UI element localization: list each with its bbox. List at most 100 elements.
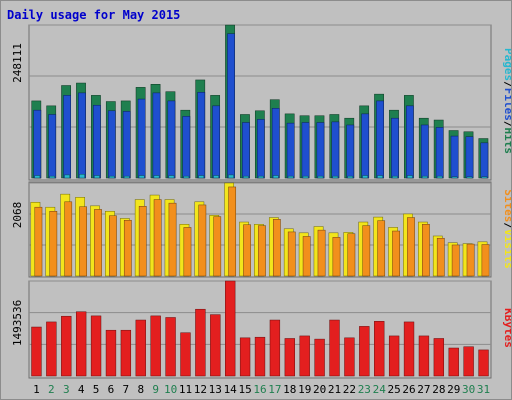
files-bar	[286, 122, 295, 179]
x-tick-label: 18	[283, 383, 296, 396]
sites-bar	[287, 231, 296, 277]
sites-bar	[466, 243, 475, 277]
kbytes-bar	[314, 338, 325, 377]
y-axis-max-labels: 248111 2068 1493536	[11, 43, 24, 346]
sites-bar	[362, 225, 371, 277]
files-bar	[242, 122, 250, 179]
kbytes-bar	[299, 335, 310, 377]
x-tick-label: 28	[432, 383, 445, 396]
x-tick-label: 19	[298, 383, 311, 396]
legend-0: Pages/Files/Hits	[502, 48, 511, 154]
x-tick-label: 20	[313, 383, 326, 396]
chart-title: Daily usage for May 2015	[7, 8, 180, 22]
files-bar	[406, 105, 414, 179]
pages-bar	[123, 175, 130, 179]
kbytes-bar	[135, 319, 146, 377]
sites-bar	[258, 225, 266, 277]
sites-bar	[109, 215, 117, 277]
x-tick-label: 2	[48, 383, 55, 396]
kbytes-bar	[344, 337, 355, 377]
files-bar	[271, 108, 280, 179]
x-tick-label: 3	[63, 383, 70, 396]
sites-bar	[347, 233, 356, 277]
x-tick-label: 7	[123, 383, 130, 396]
files-bar	[346, 124, 355, 179]
kbytes-bar	[210, 314, 221, 377]
x-tick-label: 23	[358, 383, 371, 396]
sites-bar	[34, 206, 43, 277]
pages-bar	[183, 175, 190, 179]
legend-item: KBytes	[502, 308, 511, 348]
x-tick-label: 25	[388, 383, 401, 396]
pages-bar	[198, 175, 205, 179]
sites-bar	[64, 201, 73, 277]
sites-bar	[168, 202, 177, 277]
x-tick-label: 26	[402, 383, 415, 396]
files-bar	[361, 113, 370, 179]
files-bar	[107, 110, 116, 179]
y-max-label: 2068	[11, 202, 24, 229]
x-tick-label: 16	[253, 383, 266, 396]
files-bar	[420, 124, 429, 179]
pages-bar	[168, 175, 175, 179]
pages-bar	[79, 174, 85, 179]
sites-bar	[317, 229, 326, 277]
pages-bar	[49, 175, 56, 179]
x-tick-label: 8	[137, 383, 144, 396]
sites-bar	[451, 244, 460, 277]
pages-bar	[392, 175, 398, 179]
pages-bar	[94, 175, 100, 179]
x-tick-label: 24	[373, 383, 387, 396]
kbytes-bar	[463, 346, 474, 377]
legend-item: /	[502, 81, 511, 88]
x-tick-label: 4	[78, 383, 85, 396]
sites-bar	[422, 224, 430, 277]
kbytes-bar	[105, 329, 117, 377]
files-bar	[33, 109, 42, 179]
files-bar	[227, 33, 235, 179]
kbytes-bar	[239, 337, 251, 377]
files-bar	[256, 119, 265, 179]
files-bar	[301, 122, 310, 179]
y-max-label: 248111	[11, 43, 24, 83]
kbytes-bar	[374, 321, 385, 377]
pages-bar	[228, 174, 234, 179]
kbytes-bar	[418, 335, 430, 377]
sites-bar	[392, 230, 400, 277]
legend-item: Visits	[502, 229, 511, 269]
sites-bar	[198, 204, 207, 277]
files-bar	[376, 100, 384, 179]
pages-bar	[421, 175, 428, 179]
pages-bar	[481, 176, 488, 179]
files-bar	[63, 95, 71, 179]
pages-bar	[407, 175, 413, 179]
sites-bar	[407, 217, 415, 277]
pages-bar	[362, 175, 369, 179]
pages-bar	[213, 175, 220, 179]
x-tick-label: 14	[224, 383, 238, 396]
files-bar	[93, 104, 101, 179]
kbytes-bar	[269, 319, 281, 377]
files-bar	[152, 92, 161, 179]
pages-bar	[347, 175, 354, 179]
sites-bar	[243, 224, 251, 277]
kbytes-bar	[90, 315, 102, 377]
files-bar	[391, 117, 399, 179]
x-tick-label: 1	[33, 383, 40, 396]
kbytes-bar	[403, 321, 415, 377]
files-bar	[331, 121, 340, 179]
x-tick-label: 17	[268, 383, 281, 396]
files-bar	[197, 92, 206, 179]
x-tick-label: 21	[328, 383, 341, 396]
sites-bar	[123, 219, 132, 277]
x-tick-label: 13	[209, 383, 222, 396]
sites-bar	[94, 209, 102, 277]
kbytes-bar	[225, 280, 236, 377]
kbytes-bar	[61, 315, 72, 377]
x-tick-label: 6	[108, 383, 115, 396]
files-bar	[48, 114, 57, 179]
sites-bar	[138, 206, 147, 277]
x-tick-label: 22	[343, 383, 356, 396]
legend-item: Files	[502, 88, 511, 121]
